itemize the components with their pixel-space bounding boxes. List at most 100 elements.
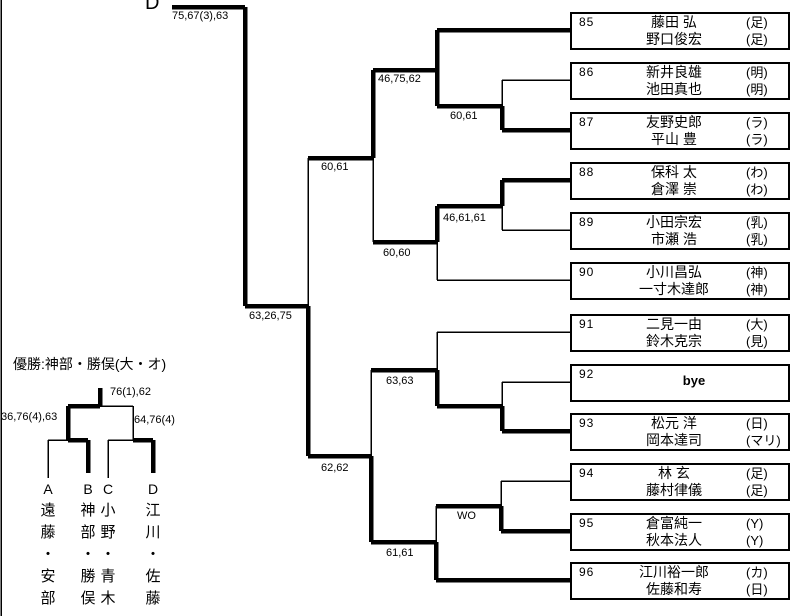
player-name: 佐藤和寿 xyxy=(646,581,702,597)
entry-box-96: 96 江川裕一郎 (カ) 佐藤和寿 (日) xyxy=(570,562,790,600)
entry-player-row: 友野史郎 (ラ) xyxy=(602,114,786,131)
finalist-name-char: 安 xyxy=(40,568,56,585)
entry-number: 93 xyxy=(579,416,595,430)
entry-player-row: 林 玄 (足) xyxy=(602,465,786,482)
entry-body: 松元 洋 (日) 岡本達司 (マリ) xyxy=(602,415,786,449)
entry-player-row: 倉澤 崇 (わ) xyxy=(602,181,786,198)
player-name: 岡本達司 xyxy=(646,432,702,448)
player-affiliation: (明) xyxy=(746,65,768,80)
player-affiliation: (足) xyxy=(746,483,768,498)
player-affiliation: (日) xyxy=(746,582,768,597)
entry-body: 小川昌弘 (神) 一寸木達郎 (神) xyxy=(602,264,786,298)
entry-body: 藤田 弘 (足) 野口俊宏 (足) xyxy=(602,14,786,48)
finalist-name-char: ・ xyxy=(40,546,56,563)
player-name: 池田真也 xyxy=(646,81,702,97)
player-name: 倉澤 崇 xyxy=(651,181,697,197)
player-affiliation: (ラ) xyxy=(746,115,768,130)
mini-sf-right-score: 64,76(4) xyxy=(134,414,175,426)
finalist-seed: C xyxy=(102,481,114,497)
player-name: 野口俊宏 xyxy=(646,31,702,47)
finalist-name-char: 勝 xyxy=(80,568,96,585)
bye-label: bye xyxy=(682,373,706,388)
finalist-name-char: ・ xyxy=(145,546,161,563)
finalist-column-C: C 小野・青木 xyxy=(99,478,117,610)
player-name: 友野史郎 xyxy=(646,114,702,130)
finalist-seed: D xyxy=(147,481,159,497)
match-score-r2d: 61,61 xyxy=(386,547,414,559)
entry-player-row: 市瀬 浩 (乳) xyxy=(602,231,786,248)
player-name: 平山 豊 xyxy=(651,131,697,147)
finalist-column-A: A 遠藤・安部 xyxy=(39,478,57,610)
player-name: 鈴木克宗 xyxy=(646,333,702,349)
finalist-name-char: 小 xyxy=(100,502,116,519)
entry-body: 江川裕一郎 (カ) 佐藤和寿 (日) xyxy=(602,564,786,598)
entry-player-row: 二見一由 (大) xyxy=(602,316,786,333)
player-name: 林 玄 xyxy=(658,465,690,481)
entry-box-89: 89 小田宗宏 (乳) 市瀬 浩 (乳) xyxy=(570,212,790,250)
entry-body: bye xyxy=(602,366,786,400)
mini-sf-left-score: 36,76(4),63 xyxy=(1,411,58,423)
player-name: 小田宗宏 xyxy=(646,214,702,230)
entry-box-86: 86 新井良雄 (明) 池田真也 (明) xyxy=(570,62,790,100)
player-affiliation: (足) xyxy=(746,32,768,47)
entry-player-row: 岡本達司 (マリ) xyxy=(602,432,786,449)
player-affiliation: (Y) xyxy=(746,516,764,531)
player-affiliation: (マリ) xyxy=(746,433,781,448)
entry-body: 倉富純一 (Y) 秋本法人 (Y) xyxy=(602,515,786,549)
entry-player-row: 藤田 弘 (足) xyxy=(602,14,786,31)
player-name: 倉富純一 xyxy=(646,515,702,531)
entry-number: 91 xyxy=(579,317,595,331)
entry-player-row: 小田宗宏 (乳) xyxy=(602,214,786,231)
entry-box-95: 95 倉富純一 (Y) 秋本法人 (Y) xyxy=(570,513,790,551)
player-name: 江川裕一郎 xyxy=(639,564,709,580)
entry-body: 友野史郎 (ラ) 平山 豊 (ラ) xyxy=(602,114,786,148)
finalist-name-char: 青 xyxy=(100,568,116,585)
player-affiliation: (乳) xyxy=(746,232,768,247)
player-affiliation: (明) xyxy=(746,82,768,97)
entry-number: 94 xyxy=(579,466,595,480)
player-affiliation: (見) xyxy=(746,334,768,349)
entry-box-85: 85 藤田 弘 (足) 野口俊宏 (足) xyxy=(570,12,790,50)
entry-player-row: 江川裕一郎 (カ) xyxy=(602,564,786,581)
player-name: 小川昌弘 xyxy=(646,264,702,280)
entry-player-row: 一寸木達郎 (神) xyxy=(602,281,786,298)
player-affiliation: (大) xyxy=(746,317,768,332)
player-name: 市瀬 浩 xyxy=(651,231,697,247)
entry-body: 林 玄 (足) 藤村律儀 (足) xyxy=(602,465,786,499)
player-name: 新井良雄 xyxy=(646,64,702,80)
entry-player-row: 鈴木克宗 (見) xyxy=(602,333,786,350)
match-score-r2a: 46,75,62 xyxy=(378,73,421,85)
player-name: 一寸木達郎 xyxy=(639,281,709,297)
finalist-name-char: 藤 xyxy=(40,524,56,541)
player-affiliation: (乳) xyxy=(746,215,768,230)
player-affiliation: (日) xyxy=(746,416,768,431)
match-score-r1a: 60,61 xyxy=(450,110,478,122)
finalist-column-D: D 江川・佐藤 xyxy=(144,478,162,610)
mini-final-score: 76(1),62 xyxy=(110,386,151,398)
entry-number: 90 xyxy=(579,265,595,279)
match-score-r3a: 60,61 xyxy=(321,161,349,173)
finalist-name-char: 木 xyxy=(100,590,116,607)
champion-note: 優勝:神部・勝俣(大・オ) xyxy=(13,356,167,372)
player-name: 秋本法人 xyxy=(646,532,702,548)
entry-box-94: 94 林 玄 (足) 藤村律儀 (足) xyxy=(570,463,790,501)
entry-box-91: 91 二見一由 (大) 鈴木克宗 (見) xyxy=(570,314,790,352)
section-score: 75,67(3),63 xyxy=(172,10,229,22)
entry-number: 87 xyxy=(579,115,595,129)
entry-number: 96 xyxy=(579,565,595,579)
entry-box-92: 92 bye xyxy=(570,364,790,402)
player-name: 松元 洋 xyxy=(651,415,697,431)
finalist-name-char: 俣 xyxy=(80,590,96,607)
finalist-name-char: ・ xyxy=(100,546,116,563)
entry-box-90: 90 小川昌弘 (神) 一寸木達郎 (神) xyxy=(570,262,790,300)
player-affiliation: (ラ) xyxy=(746,132,768,147)
match-score-final: 63,26,75 xyxy=(249,310,292,322)
match-score-r1c: WO xyxy=(457,510,476,522)
player-affiliation: (足) xyxy=(746,466,768,481)
finalist-name-char: 部 xyxy=(80,524,96,541)
match-score-r2b: 60,60 xyxy=(383,247,411,259)
entry-number: 85 xyxy=(579,15,595,29)
finalist-name-char: 藤 xyxy=(145,590,161,607)
finalist-column-B: B 神部・勝俣 xyxy=(79,478,97,610)
